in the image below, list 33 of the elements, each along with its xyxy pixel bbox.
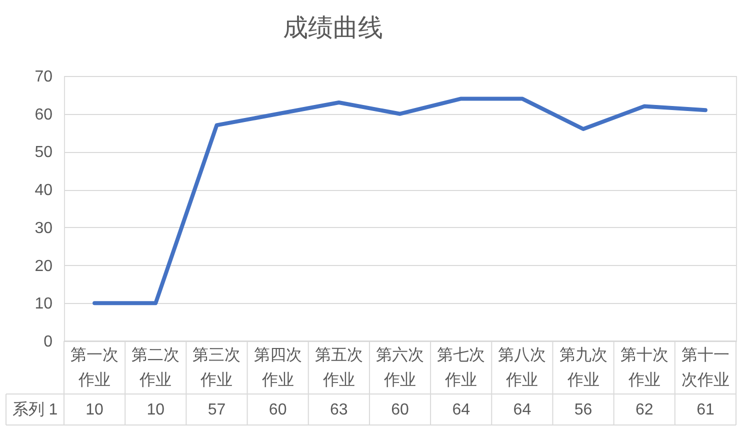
x-tick-label: 第三次作业 (192, 347, 241, 389)
x-tick-label: 第四次作业 (254, 347, 302, 389)
y-tick-label: 30 (34, 220, 53, 237)
data-label: 10 (146, 402, 165, 418)
y-tick-label: 50 (34, 144, 53, 162)
x-tick-label: 第七次作业 (437, 346, 486, 389)
chart-title: 成绩曲线 (283, 14, 383, 42)
data-label: 63 (330, 402, 348, 418)
x-tick-label: 第十次作业 (620, 346, 668, 389)
x-tick-label: 第八次作业 (498, 347, 546, 389)
data-label: 62 (635, 402, 654, 418)
y-tick-label: 40 (34, 182, 53, 200)
data-label: 64 (513, 402, 532, 418)
data-label: 64 (452, 402, 470, 418)
text: 系列 1 (12, 400, 58, 418)
x-tick-label: 第十一次作业 (681, 346, 730, 389)
x-tick-label: 第六次作业 (376, 346, 424, 389)
x-tick-label: 第一次作业 (70, 347, 119, 389)
data-label: 60 (268, 402, 287, 418)
y-tick-label: 20 (34, 258, 53, 275)
data-label: 10 (86, 402, 104, 418)
y-tick-label: 10 (34, 296, 53, 313)
y-tick-label: 70 (34, 68, 53, 86)
data-label: 61 (696, 402, 714, 418)
x-tick-label: 第九次作业 (559, 346, 608, 389)
y-tick-label: 60 (34, 106, 53, 124)
y-tick-label: 0 (44, 334, 53, 350)
data-label: 60 (391, 402, 409, 418)
line-series (92, 96, 708, 306)
x-tick-label: 第二次作业 (132, 347, 180, 389)
data-label: 57 (208, 402, 226, 418)
x-tick-label: 第五次作业 (314, 347, 363, 389)
data-label: 56 (574, 402, 592, 418)
